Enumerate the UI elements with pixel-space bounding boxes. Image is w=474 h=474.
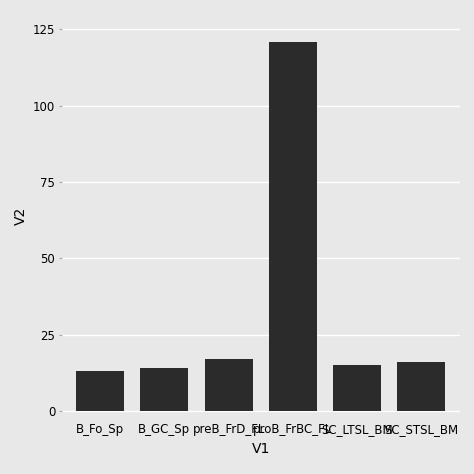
X-axis label: V1: V1 xyxy=(252,442,270,456)
Bar xyxy=(76,371,124,411)
Bar xyxy=(140,368,189,411)
Bar xyxy=(397,362,446,411)
Bar xyxy=(269,42,317,411)
Bar xyxy=(333,365,381,411)
Y-axis label: V2: V2 xyxy=(13,207,27,225)
Bar xyxy=(204,359,253,411)
